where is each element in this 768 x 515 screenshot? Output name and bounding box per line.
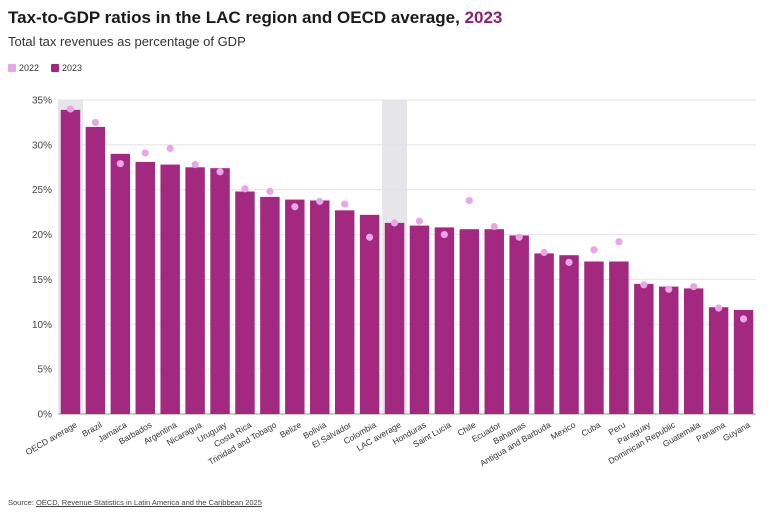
chart-title-main: Tax-to-GDP ratios in the LAC region and … [8,8,465,27]
bar-2023 [409,225,430,414]
dot-2022 [590,246,598,254]
y-tick-label: 0% [38,410,53,421]
dot-2022 [640,281,648,289]
bar-2023 [135,161,155,414]
bar-2023 [659,286,679,414]
bar-2023 [310,200,330,414]
bar-2023 [110,153,131,415]
bar-2023 [160,164,180,414]
x-tick-label: Mexico [549,419,578,441]
source-link[interactable]: OECD, Revenue Statistics in Latin Americ… [35,498,262,507]
dot-2022 [266,187,274,196]
x-tick-label: Belize [278,419,303,439]
chart-legend: 2022 2023 [8,63,88,73]
bar-2023 [85,126,106,415]
dot-2022 [366,233,374,241]
dot-2022 [540,248,548,257]
x-tick-label: OECD average [24,419,79,457]
x-tick-label: Guyana [721,419,752,443]
bar-2023 [185,167,205,414]
dot-2022 [66,105,75,113]
bar-2023 [584,261,604,414]
dot-2022 [116,160,124,168]
chart-title-year: 2023 [464,8,503,27]
bar-2023 [60,109,81,415]
legend-label-2023: 2023 [62,63,83,73]
dot-2022 [216,168,224,176]
bar-2023 [359,214,380,414]
bar-2023 [683,288,704,414]
dot-2022 [715,304,723,312]
dot-2022 [291,203,299,211]
dot-2022 [141,149,149,157]
dot-2022 [316,197,324,205]
y-tick-label: 20% [32,230,52,241]
dot-2022 [665,285,673,293]
dot-2022 [690,283,698,291]
y-tick-label: 10% [32,320,52,331]
bar-2023 [559,255,579,414]
source-note: Source: OECD, Revenue Statistics in Lati… [8,498,262,507]
dot-2022 [465,196,473,205]
dot-2022 [565,258,573,266]
legend-label-2022: 2022 [19,63,40,73]
bar-2023 [733,309,754,414]
bar-2023 [534,253,554,414]
legend-item-2023: 2023 [51,63,82,73]
source-prefix: Source: [8,498,36,507]
bar-2023 [634,283,654,414]
dot-2022 [91,118,99,127]
y-tick-label: 30% [32,140,52,151]
bar-2023 [708,307,729,414]
bar-2023 [210,168,230,414]
y-tick-label: 25% [32,185,52,196]
bar-2023 [509,235,529,414]
dot-2022 [440,230,448,239]
bar-2023 [484,229,504,414]
bar-2023 [459,229,480,414]
bar-2023 [285,199,305,414]
y-tick-label: 35% [32,96,52,107]
dot-2022 [191,160,199,169]
dot-2022 [241,185,249,193]
dot-2022 [490,222,498,231]
bar-2023 [235,191,255,414]
x-tick-label: Cuba [580,419,603,438]
y-tick-label: 15% [32,275,52,286]
y-tick-label: 5% [38,365,53,376]
dot-2022 [615,238,623,246]
dot-2022 [515,233,523,241]
dot-2022 [415,217,424,225]
dot-2022 [739,315,748,323]
chart-subtitle: Total tax revenues as percentage of GDP [8,34,246,49]
dot-2022 [166,144,174,153]
chart-title: Tax-to-GDP ratios in the LAC region and … [8,8,502,28]
legend-item-2022: 2022 [8,63,39,73]
bar-2023 [434,227,455,414]
legend-swatch-2022 [8,64,16,72]
x-tick-label: Panama [694,419,727,444]
bar-2023 [260,196,280,414]
bar-2023 [334,210,355,414]
dot-2022 [341,200,349,208]
legend-swatch-2023 [51,64,60,72]
dot-2022 [390,219,399,227]
bar-2023 [609,261,629,414]
bar-2023 [384,222,405,414]
